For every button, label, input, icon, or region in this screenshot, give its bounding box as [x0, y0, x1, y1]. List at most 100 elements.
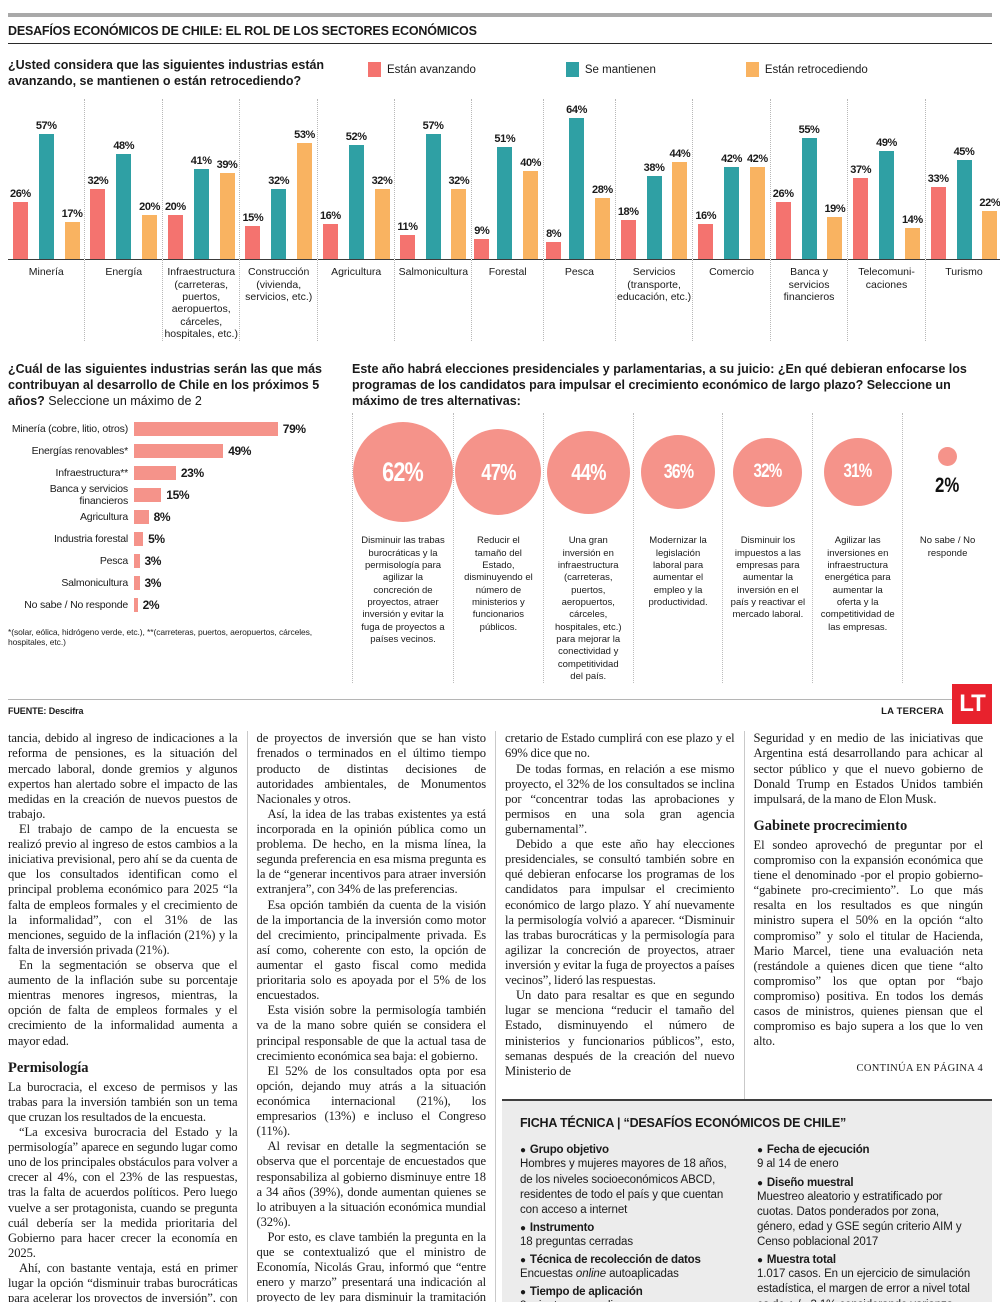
legend-label: Están avanzando: [387, 63, 476, 76]
bar: [38, 133, 54, 260]
focus-bubbles-panel: Este año habrá elecciones presidenciales…: [338, 361, 992, 684]
bullet-icon: ●: [520, 1287, 526, 1299]
ficha-desc: 18 preguntas cerradas: [520, 1236, 633, 1249]
bar-column: 38%: [644, 162, 665, 260]
source-label: FUENTE: Descifra: [8, 706, 84, 717]
source-row: FUENTE: Descifra LA TERCERA LT: [8, 684, 992, 725]
bubble-cell: 47% Reducir el tamaño del Estado, disminu…: [453, 413, 543, 684]
bar-column: 11%: [397, 221, 418, 260]
chart-legend: Están avanzando Se mantienen Están retroce…: [338, 58, 992, 77]
bubble-circle: 31%: [823, 438, 892, 507]
bar-value-label: 38%: [643, 161, 665, 174]
bar-value-label: 52%: [345, 130, 367, 143]
article-body: tancia, debido al ingreso de indicacione…: [8, 731, 992, 1302]
bar-value-label: 48%: [113, 139, 135, 152]
ficha-desc: Encuestas online autoaplicadas: [520, 1268, 679, 1281]
hbar-row: Infraestructura** 23%: [8, 465, 338, 481]
hbar-row: Banca y servicios financieros 15%: [8, 483, 338, 507]
legend-swatch-icon: [368, 62, 381, 77]
sector-group: 32% 48% 20% Energía: [84, 99, 162, 341]
bar-value-label: 55%: [798, 124, 820, 137]
hbar-bar: [134, 444, 224, 459]
hbar-value: 15%: [166, 488, 190, 503]
hbar-row: Agricultura 8%: [8, 509, 338, 525]
bar-value-label: 32%: [87, 174, 109, 187]
article-paragraph: Así, la idea de las trabas existentes ya…: [256, 806, 487, 897]
ficha-desc: 1.017 casos. En un ejercicio de simulaci…: [757, 1268, 971, 1302]
bar-column: 28%: [592, 184, 613, 260]
hbar-label: No sabe / No responde: [24, 599, 128, 612]
bar-column: 44%: [669, 148, 691, 260]
bar-column: 32%: [268, 175, 290, 260]
legend-item: Están retrocediendo: [745, 62, 868, 77]
sector-group: 8% 64% 28% Pesca: [543, 99, 615, 341]
article-paragraph: El trabajo de campo de la encuesta se re…: [8, 822, 238, 957]
bar: [193, 169, 209, 260]
bubble-label: Disminuir los impuestos a las empresas p…: [730, 535, 806, 621]
bar: [523, 171, 539, 260]
bubble-area: 36%: [641, 413, 716, 531]
bar-value-label: 64%: [566, 104, 587, 117]
sector-group-bars: 18% 38% 44%: [615, 99, 693, 261]
bar-value-label: 26%: [10, 188, 31, 201]
sector-group: 26% 57% 17% Minería: [8, 99, 85, 340]
bar-column: 64%: [566, 104, 587, 260]
ficha-term-label: Diseño muestral: [766, 1176, 854, 1189]
sector-group: 37% 49% 14% Telecomuni- caciones: [847, 99, 925, 341]
chart-footnote: *(solar, eólica, hidrógeno verde, etc.),…: [8, 627, 313, 648]
sector-group-label: Salmonicultura: [398, 266, 469, 279]
sector-group-label: Telecomuni- caciones: [858, 266, 915, 291]
bar: [749, 166, 765, 260]
bar: [12, 202, 28, 260]
bar-value-label: 44%: [669, 148, 691, 161]
article-paragraph: Ahí, con bastante ventaja, está en prime…: [8, 1260, 238, 1302]
article-paragraph: En la segmentación se observa que el aum…: [8, 958, 238, 1048]
bar-column: 20%: [165, 201, 186, 260]
bubble-circle: 47%: [455, 429, 542, 516]
bubble-label: No sabe / No responde: [919, 535, 976, 559]
bar-column: 16%: [320, 210, 341, 260]
bar-value-label: 20%: [139, 201, 160, 214]
bubble-value: 31%: [843, 461, 873, 483]
hbar-bar: [134, 532, 144, 547]
sector-group-bars: 15% 32% 53%: [240, 99, 317, 261]
sector-group: 18% 38% 44% Servicios (transporte, educació…: [614, 99, 693, 341]
bubble-area: 44%: [546, 413, 630, 531]
legend-swatch-icon: [565, 62, 579, 77]
article-column: cretario de Estado cumplirá con ese plaz…: [495, 731, 744, 1302]
hbar-bar: [134, 488, 162, 503]
bar: [594, 197, 610, 260]
bar: [474, 239, 490, 260]
ficha-term-label: Fecha de ejecución: [766, 1144, 870, 1157]
sector-group-bars: 32% 48% 20%: [85, 99, 162, 261]
bar-column: 37%: [850, 164, 872, 260]
hbar-value: 5%: [148, 532, 165, 547]
article-paragraph: Debido a que este año hay elecciones pre…: [505, 837, 735, 988]
bar-value-label: 57%: [422, 119, 444, 132]
ficha-desc: 8 minutos promedio: [520, 1299, 737, 1302]
bubble-cell: 31% Agilizar las inversiones en infraestr…: [812, 413, 902, 684]
sector-group-bars: 20% 41% 39%: [162, 99, 240, 261]
bar-value-label: 40%: [520, 157, 542, 170]
lt-logo-icon: LT: [952, 684, 992, 725]
ficha-columns: ● Grupo objetivo Hombres y mujeres mayores…: [520, 1142, 974, 1302]
article-paragraph: tancia, debido al ingreso de indicacione…: [8, 731, 238, 821]
bar-value-label: 49%: [876, 137, 897, 150]
bubble-label: Agilizar las inversiones en infraestruct…: [820, 535, 895, 633]
sector-group: 26% 55% 19% Banca y servicios financieros: [769, 99, 848, 341]
ficha-term-label: Grupo objetivo: [529, 1144, 609, 1157]
contribution-chart-panel: ¿Cuál de las siguientes industrias serán…: [8, 361, 338, 684]
bar-column: 32%: [87, 174, 109, 260]
bar: [374, 188, 390, 260]
legend-swatch-icon: [745, 62, 759, 77]
bubble-value: 47%: [481, 458, 516, 485]
bar: [569, 118, 585, 260]
legend-item: Se mantienen: [565, 62, 656, 77]
ficha-title: FICHA TÉCNICA | “DESAFÍOS ECONÓMICOS DE …: [520, 1116, 847, 1131]
ficha-term: ● Grupo objetivo: [520, 1144, 737, 1156]
bubble-area: 62%: [353, 413, 453, 531]
bar-column: 41%: [191, 155, 212, 260]
bubble-label: Una gran inversión en infraestructura (c…: [554, 535, 622, 683]
bar: [698, 224, 714, 260]
bar: [219, 173, 235, 260]
